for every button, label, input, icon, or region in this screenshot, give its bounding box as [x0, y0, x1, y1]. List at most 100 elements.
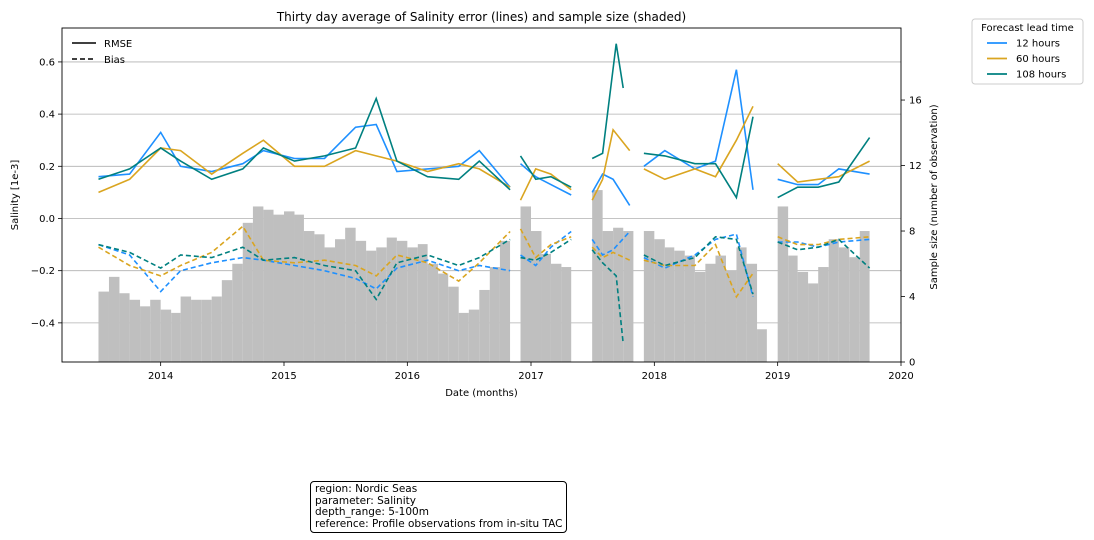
y-tick-label: 0.6: [39, 57, 55, 68]
style-legend-label: Bias: [104, 55, 125, 66]
rmse-line-108-hours: [643, 116, 754, 200]
y-tick-label: −0.2: [31, 266, 55, 277]
sample-size-bar: [108, 276, 120, 362]
y-tick-label: −0.4: [31, 318, 55, 329]
sample-size-bar: [531, 231, 542, 362]
x-tick-label: 2018: [642, 371, 667, 382]
rmse-line-108-hours: [519, 155, 572, 188]
sample-size-bar: [777, 206, 789, 362]
lead-legend-title: Forecast lead time: [981, 23, 1074, 34]
series-lines: [98, 43, 871, 344]
y-tick-label: 0.0: [39, 214, 55, 225]
bias-line-108-hours: [98, 238, 511, 301]
sample-size-bar: [448, 286, 459, 362]
bias-line-108-hours: [591, 249, 624, 344]
sample-size-bar: [242, 222, 253, 362]
sample-size-bar: [438, 273, 449, 362]
sample-size-bar: [561, 267, 572, 362]
x-axis-title: Date (months): [445, 388, 518, 399]
bias-line-12-hours: [98, 243, 511, 293]
y-tick-label: 0.4: [39, 110, 55, 121]
bias-line-60-hours: [777, 236, 870, 246]
bias-line-60-hours: [519, 228, 572, 259]
y2-tick-label: 16: [909, 96, 922, 107]
sample-size-bar: [838, 247, 850, 362]
sample-size-bar: [602, 231, 614, 362]
sample-size-bar: [252, 206, 264, 362]
sample-size-bar: [355, 240, 367, 362]
sample-size-bar: [623, 231, 634, 362]
sample-size-bar: [376, 247, 387, 362]
sample-size-bar: [396, 240, 408, 362]
x-tick-label: 2015: [271, 371, 296, 382]
sample-size-bar: [736, 247, 747, 362]
sample-size-bar: [818, 267, 829, 362]
rmse-line-60-hours: [591, 127, 631, 201]
gridlines: [62, 61, 901, 324]
sample-size-bar: [98, 291, 109, 362]
plot-frame: [61, 27, 902, 363]
sample-size-bar: [746, 263, 758, 362]
sample-size-bar: [335, 239, 346, 362]
sample-size-bar: [283, 211, 295, 362]
y2-axis-ticks: 0 4 8 12 16: [901, 96, 922, 369]
sample-size-bar: [263, 209, 274, 362]
sample-size-bar: [499, 240, 511, 362]
sample-size-bar: [664, 247, 675, 362]
sample-size-bar: [592, 190, 603, 362]
x-tick-label: 2014: [148, 371, 173, 382]
sample-size-bar: [674, 250, 685, 362]
sample-size-bar: [705, 263, 716, 362]
sample-size-bar: [314, 234, 325, 362]
y2-axis-title: Sample size (number of observation): [929, 104, 940, 289]
y2-tick-label: 12: [909, 161, 922, 172]
sample-size-bar: [643, 231, 655, 362]
bias-line-12-hours: [591, 230, 631, 257]
sample-size-bar: [160, 309, 172, 362]
sample-size-bar: [345, 227, 356, 362]
y-axis-ticks: 0.6 0.4 0.2 0.0 −0.2 −0.4: [31, 57, 62, 329]
sample-size-bar: [694, 271, 706, 362]
info-region: region: Nordic Seas: [315, 483, 418, 495]
bias-line-12-hours: [777, 238, 870, 249]
rmse-line-12-hours: [591, 173, 631, 206]
bias-line-108-hours: [520, 238, 572, 262]
sample-size-bar: [468, 309, 480, 362]
sample-size-bar: [715, 255, 726, 362]
rmse-line-60-hours: [643, 105, 754, 181]
lead-legend-frame: [971, 18, 1084, 85]
lead-legend-label: 12 hours: [1016, 39, 1060, 50]
sample-size-bar: [489, 267, 500, 362]
bias-line-60-hours: [591, 246, 631, 261]
info-depth-range: depth_range: 5-100m: [315, 506, 429, 518]
info-parameter: parameter: Salinity: [315, 494, 416, 507]
sample-size-bar: [211, 296, 222, 362]
bias-line-108-hours: [777, 238, 871, 269]
sample-size-bar: [859, 231, 870, 362]
x-tick-label: 2020: [888, 371, 913, 382]
rmse-line-60-hours: [98, 139, 511, 194]
rmse-line-60-hours: [519, 167, 572, 201]
sample-size-bar: [366, 250, 377, 362]
sample-size-bar: [273, 214, 284, 362]
x-axis-ticks: 2014 2015 2016 2017 2018 2019 2020: [148, 362, 914, 382]
info-reference: reference: Profile observations from in-…: [315, 517, 563, 530]
sample-size-bars: [98, 190, 870, 362]
sample-size-bar: [458, 312, 469, 362]
sample-size-bar: [129, 299, 141, 362]
sample-size-bar: [201, 299, 212, 362]
lead-time-legend: Forecast lead time 12 hours 60 hours 108 ho…: [971, 18, 1084, 85]
bias-line-12-hours: [643, 233, 754, 298]
sample-size-bar: [808, 283, 819, 362]
sample-size-bar: [221, 280, 233, 362]
chart-title: Thirty day average of Salinity error (li…: [276, 10, 686, 24]
sample-size-bar: [613, 227, 624, 362]
sample-size-bar: [119, 293, 130, 362]
rmse-line-108-hours: [777, 137, 871, 199]
sample-size-bar: [191, 299, 202, 362]
lead-legend-label: 60 hours: [1016, 54, 1060, 65]
sample-size-bar: [324, 247, 336, 362]
sample-size-bar: [171, 312, 181, 362]
sample-size-bar: [788, 255, 798, 362]
